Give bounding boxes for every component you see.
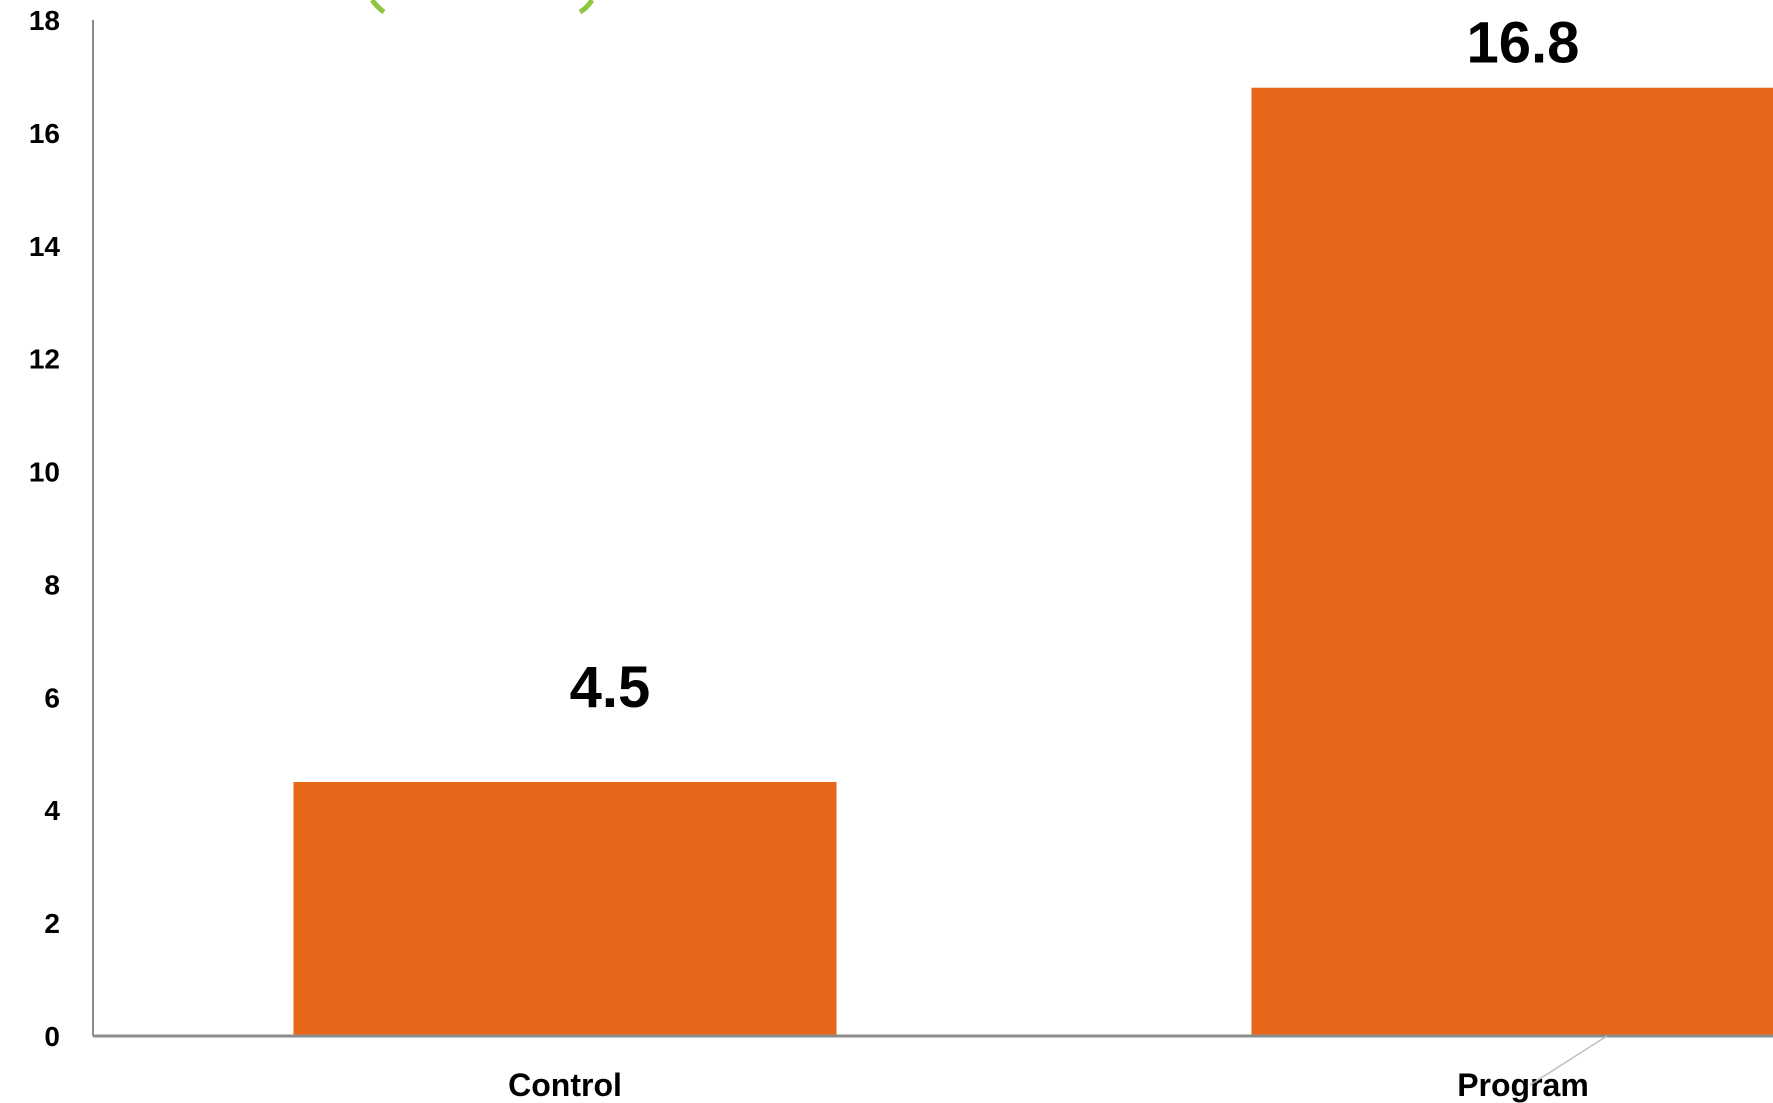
y-tick-label: 6 (44, 682, 60, 713)
x-category-label-control: Control (508, 1067, 622, 1103)
y-tick-label: 2 (44, 908, 60, 939)
y-tick-label: 10 (29, 457, 60, 488)
y-tick-label: 14 (29, 231, 61, 262)
x-axis-category-labels: Control Program (508, 1067, 1589, 1103)
data-labels: 4.5 16.8 (570, 11, 1580, 720)
bar-program (1251, 87, 1773, 1036)
y-tick-label: 16 (29, 118, 60, 149)
x-category-label-program: Program (1457, 1067, 1589, 1103)
y-tick-label: 18 (29, 5, 60, 36)
decorative-curve-right (578, 0, 595, 15)
decorative-green-curve (370, 0, 595, 15)
bars (293, 87, 1773, 1036)
y-tick-label: 12 (29, 344, 60, 375)
axes (92, 20, 1773, 1038)
y-axis-ticks: 0 2 4 6 8 10 12 14 16 18 (29, 5, 61, 1052)
leader-line (1529, 1035, 1608, 1086)
y-tick-label: 0 (44, 1021, 60, 1052)
data-label-program: 16.8 (1467, 11, 1580, 76)
data-label-control: 4.5 (570, 655, 651, 720)
bar-control (293, 782, 837, 1036)
y-tick-label: 4 (44, 795, 60, 826)
y-tick-label: 8 (44, 569, 60, 600)
leader-line-segment (1529, 1035, 1608, 1086)
decorative-curve-left (370, 0, 386, 15)
